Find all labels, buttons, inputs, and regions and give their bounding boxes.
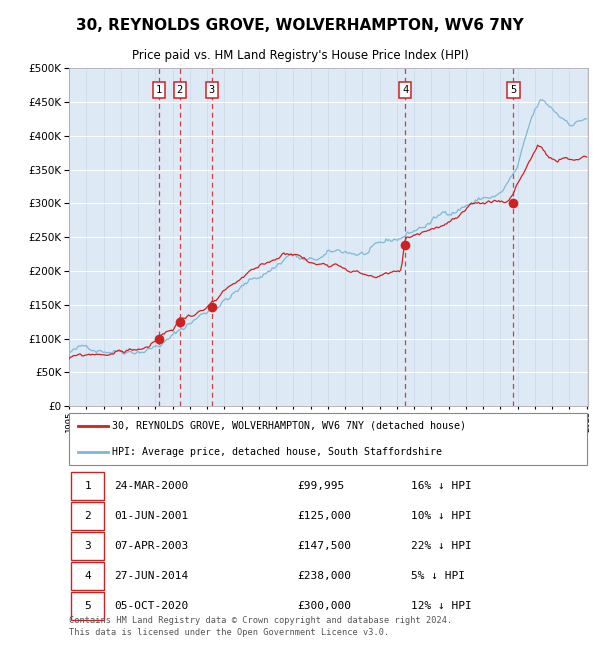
Text: This data is licensed under the Open Government Licence v3.0.: This data is licensed under the Open Gov… (69, 628, 389, 637)
Text: 1: 1 (84, 481, 91, 491)
Text: 12% ↓ HPI: 12% ↓ HPI (411, 601, 472, 611)
Text: £99,995: £99,995 (297, 481, 344, 491)
Text: 1: 1 (156, 85, 163, 95)
Text: Contains HM Land Registry data © Crown copyright and database right 2024.: Contains HM Land Registry data © Crown c… (69, 616, 452, 625)
Text: 4: 4 (84, 571, 91, 581)
Text: 07-APR-2003: 07-APR-2003 (114, 541, 188, 551)
Text: 24-MAR-2000: 24-MAR-2000 (114, 481, 188, 491)
Text: 05-OCT-2020: 05-OCT-2020 (114, 601, 188, 611)
Text: £238,000: £238,000 (297, 571, 351, 581)
Text: 3: 3 (84, 541, 91, 551)
Text: £300,000: £300,000 (297, 601, 351, 611)
Text: 4: 4 (402, 85, 409, 95)
Text: Price paid vs. HM Land Registry's House Price Index (HPI): Price paid vs. HM Land Registry's House … (131, 49, 469, 62)
Text: 10% ↓ HPI: 10% ↓ HPI (411, 511, 472, 521)
Text: 27-JUN-2014: 27-JUN-2014 (114, 571, 188, 581)
Text: 30, REYNOLDS GROVE, WOLVERHAMPTON, WV6 7NY: 30, REYNOLDS GROVE, WOLVERHAMPTON, WV6 7… (76, 18, 524, 34)
Text: 5% ↓ HPI: 5% ↓ HPI (411, 571, 465, 581)
Text: 5: 5 (511, 85, 517, 95)
Text: 22% ↓ HPI: 22% ↓ HPI (411, 541, 472, 551)
Text: HPI: Average price, detached house, South Staffordshire: HPI: Average price, detached house, Sout… (112, 447, 442, 457)
Text: 2: 2 (176, 85, 183, 95)
Text: 2: 2 (84, 511, 91, 521)
Text: 01-JUN-2001: 01-JUN-2001 (114, 511, 188, 521)
Text: 5: 5 (84, 601, 91, 611)
Text: £147,500: £147,500 (297, 541, 351, 551)
Text: £125,000: £125,000 (297, 511, 351, 521)
Text: 16% ↓ HPI: 16% ↓ HPI (411, 481, 472, 491)
Text: 30, REYNOLDS GROVE, WOLVERHAMPTON, WV6 7NY (detached house): 30, REYNOLDS GROVE, WOLVERHAMPTON, WV6 7… (112, 421, 466, 431)
Text: 3: 3 (209, 85, 215, 95)
